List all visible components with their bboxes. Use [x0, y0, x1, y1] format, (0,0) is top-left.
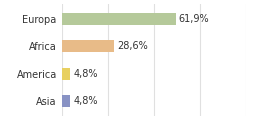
Text: 4,8%: 4,8% [73, 69, 98, 79]
Bar [62, 68, 71, 80]
Text: 61,9%: 61,9% [179, 14, 209, 24]
Text: 4,8%: 4,8% [73, 96, 98, 106]
Bar [62, 95, 71, 107]
Bar [62, 13, 176, 25]
Text: 28,6%: 28,6% [117, 41, 148, 51]
Bar [62, 40, 115, 52]
